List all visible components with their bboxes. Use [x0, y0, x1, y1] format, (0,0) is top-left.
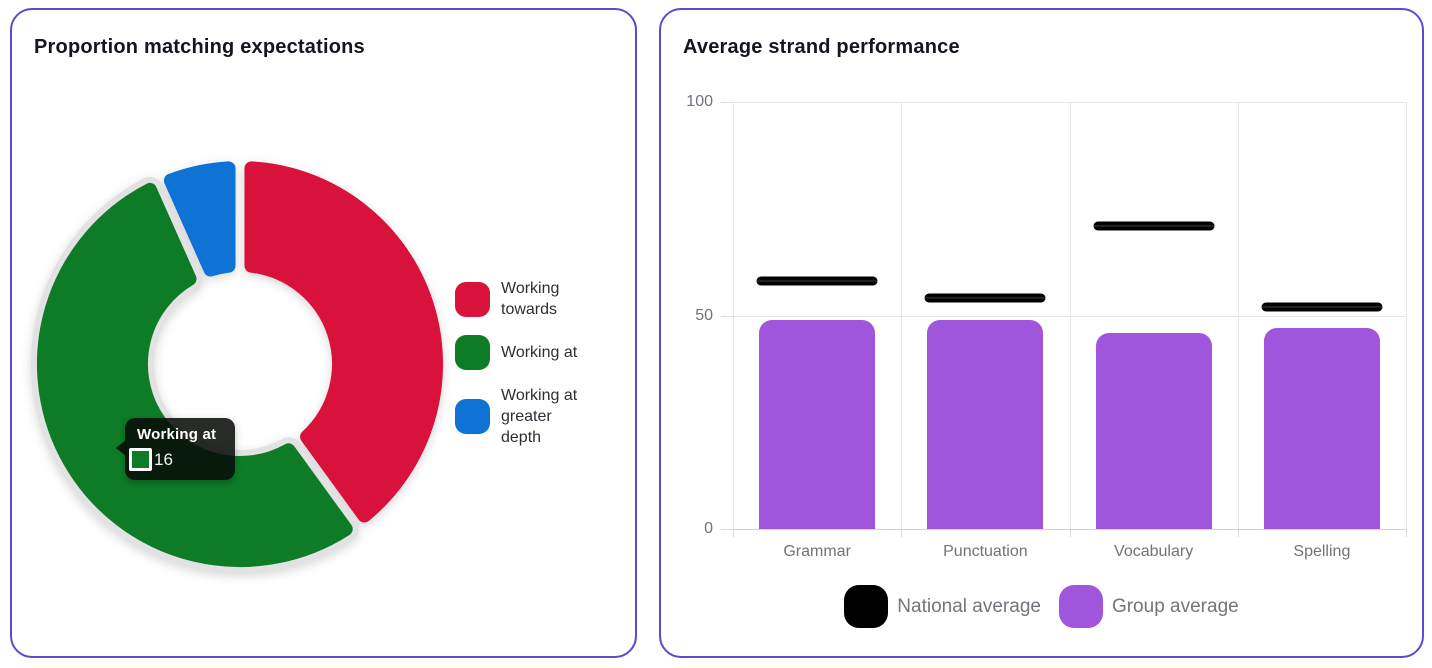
tooltip-arrow-icon: [116, 440, 126, 456]
bar-legend-item-group-average: Group average: [1058, 585, 1239, 628]
donut-tooltip: Working at 16: [116, 418, 235, 480]
tooltip-row: 16: [129, 448, 235, 471]
legend-label: Group average: [1111, 595, 1239, 617]
donut-segment-working-towards[interactable]: [244, 161, 443, 523]
x-axis-tick: [1237, 529, 1239, 537]
horizontal-gridline: [733, 315, 1406, 317]
horizontal-gridline: [733, 102, 1406, 103]
x-axis-label-punctuation: Punctuation: [943, 543, 1028, 560]
bar-grammar[interactable]: [759, 319, 876, 529]
donut-chart[interactable]: [30, 154, 450, 574]
x-axis-tick: [733, 529, 734, 537]
tooltip-series-swatch: [129, 448, 152, 471]
bar-legend: National average Group average: [661, 585, 1422, 628]
national-average-marker-grammar[interactable]: [756, 276, 878, 286]
y-axis-label: 50: [695, 306, 713, 324]
x-axis-line: [733, 528, 1406, 530]
national-average-marker-vocabulary[interactable]: [1093, 221, 1215, 231]
x-axis-tick: [901, 529, 903, 537]
legend-label: Working at: [501, 344, 578, 361]
legend-swatch-group-average: [1058, 585, 1103, 628]
tooltip-title: Working at: [137, 426, 217, 443]
legend-label: Working towards: [501, 280, 560, 318]
legend-swatch-working-at: [455, 335, 490, 370]
y-axis-label: 0: [704, 520, 713, 537]
legend-swatch-national-average: [844, 585, 889, 628]
y-axis-tick: [721, 102, 733, 103]
donut-segment-working-at-greater-depth[interactable]: [163, 161, 236, 277]
donut-panel: Proportion matching expectations Working…: [10, 8, 637, 658]
legend-swatch-working-at-greater-depth: [455, 399, 490, 434]
x-axis-tick: [1406, 529, 1407, 537]
bar-panel-title: Average strand performance: [683, 36, 960, 58]
bar-panel: Average strand performance 0 50 100 Grammar…: [659, 8, 1424, 658]
bar-spelling[interactable]: [1263, 328, 1380, 529]
bar-chart-plot-area: 0 50 100 Grammar Punctuation Vocabulary Spelli…: [686, 93, 1407, 560]
legend-label: Working at greater depth: [501, 387, 578, 446]
national-average-marker-spelling[interactable]: [1261, 302, 1383, 312]
x-axis-label-spelling: Spelling: [1293, 543, 1351, 560]
legend-label: National average: [897, 595, 1041, 617]
donut-legend: Working towards Working at Working at grea…: [455, 278, 630, 448]
tooltip-value: 16: [154, 449, 173, 469]
donut-panel-title: Proportion matching expectations: [34, 36, 365, 58]
y-axis-tick: [721, 315, 733, 317]
x-axis-label-grammar: Grammar: [783, 543, 851, 560]
x-axis-tick: [1069, 529, 1071, 537]
national-average-marker-punctuation[interactable]: [924, 293, 1046, 303]
donut-legend-item-working-at: Working at: [455, 335, 630, 370]
legend-swatch-working-towards: [455, 281, 490, 317]
vertical-gridline: [1406, 102, 1407, 529]
y-axis-tick: [721, 529, 733, 530]
donut-legend-item-working-at-greater-depth: Working at greater depth: [455, 385, 630, 448]
x-axis-label-vocabulary: Vocabulary: [1114, 543, 1194, 560]
bar-punctuation[interactable]: [927, 319, 1044, 529]
donut-legend-item-working-towards: Working towards: [455, 278, 630, 320]
y-axis-label: 100: [686, 93, 713, 110]
bar-vocabulary[interactable]: [1095, 332, 1212, 529]
bar-legend-item-national-average: National average: [844, 585, 1041, 628]
